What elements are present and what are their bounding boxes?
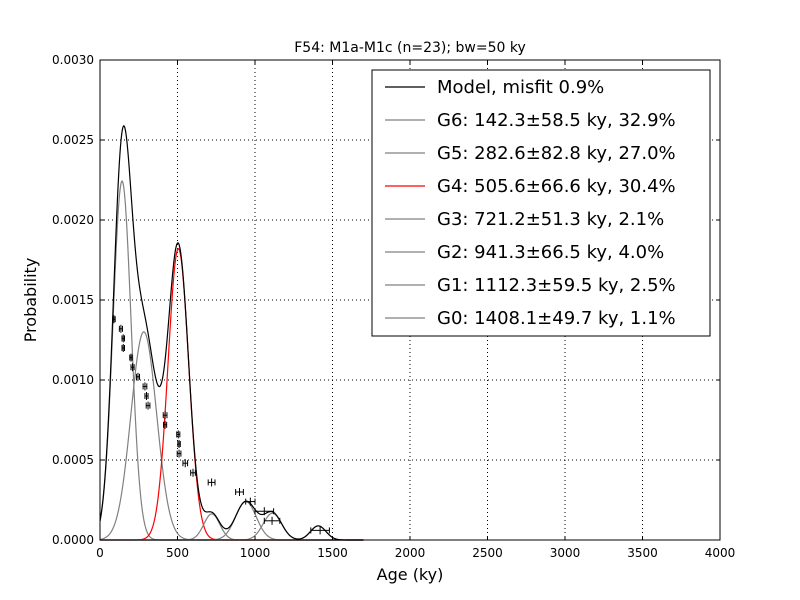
- legend-entry: G1: 1112.3±59.5 ky, 2.5%: [385, 275, 676, 296]
- y-tick-label: 0.0020: [52, 213, 94, 227]
- sample-point: [145, 401, 151, 410]
- axis-ticks: 0 500 1000 1500 2000 2500 3000 3500 4000 0.0000 0.…: [52, 53, 735, 560]
- sample-point: [182, 459, 189, 468]
- x-tick-label: 1000: [240, 546, 271, 560]
- sample-point: [176, 449, 182, 458]
- legend-label: G2: 941.3±66.5 ky, 4.0%: [437, 242, 664, 263]
- y-tick-label: 0.0025: [52, 133, 94, 147]
- sample-point: [112, 315, 116, 324]
- legend-label: G3: 721.2±51.3 ky, 2.1%: [437, 209, 664, 230]
- component-curve: [100, 525, 364, 541]
- x-tick-label: 3500: [627, 546, 658, 560]
- legend-label: G4: 505.6±66.6 ky, 30.4%: [437, 176, 676, 197]
- chart-title: F54: M1a-M1c (n=23); bw=50 ky: [294, 40, 526, 56]
- sample-point: [130, 363, 135, 372]
- legend-entry: G2: 941.3±66.5 ky, 4.0%: [385, 242, 664, 263]
- sample-point: [144, 392, 149, 400]
- legend-entry: G3: 721.2±51.3 ky, 2.1%: [385, 209, 664, 230]
- sample-point: [118, 324, 123, 333]
- y-tick-label: 0.0000: [52, 533, 94, 547]
- sample-point: [163, 420, 168, 429]
- curves: [99, 125, 364, 541]
- sample-markers: [112, 315, 330, 535]
- sample-point: [235, 488, 244, 496]
- component-curve: [100, 248, 364, 541]
- sample-point: [121, 334, 125, 343]
- x-tick-label: 2500: [472, 546, 503, 560]
- y-tick-label: 0.0010: [52, 373, 94, 387]
- x-tick-label: 0: [96, 546, 104, 560]
- x-axis-title: Age (ky): [377, 565, 444, 584]
- component-curve: [100, 513, 364, 541]
- legend: Model, misfit 0.9% G6: 142.3±58.5 ky, 32.…: [371, 69, 711, 337]
- legend-entry: G4: 505.6±66.6 ky, 30.4%: [385, 176, 676, 197]
- sample-point: [177, 440, 181, 448]
- x-tick-label: 1500: [317, 546, 348, 560]
- sample-point: [142, 382, 148, 391]
- component-curve: [100, 501, 364, 541]
- y-axis-title: Probability: [21, 258, 40, 343]
- x-tick-label: 500: [166, 546, 189, 560]
- sample-point: [207, 478, 216, 487]
- sample-point: [162, 411, 168, 420]
- legend-label: G6: 142.3±58.5 ky, 32.9%: [437, 110, 676, 131]
- y-tick-label: 0.0030: [52, 53, 94, 67]
- sample-point: [135, 372, 141, 381]
- component-curve: [99, 180, 364, 541]
- x-tick-label: 2000: [395, 546, 426, 560]
- legend-entry: G5: 282.6±82.8 ky, 27.0%: [385, 143, 676, 164]
- sample-point: [121, 344, 125, 352]
- component-curve: [99, 331, 364, 541]
- legend-entry: G0: 1408.1±49.7 ky, 1.1%: [385, 308, 676, 329]
- legend-label: G1: 1112.3±59.5 ky, 2.5%: [437, 275, 676, 296]
- sample-point: [245, 497, 256, 506]
- legend-box: [371, 69, 711, 337]
- legend-label: Model, misfit 0.9%: [437, 77, 604, 98]
- sample-point: [263, 516, 281, 525]
- y-tick-label: 0.0015: [52, 293, 94, 307]
- sample-point: [254, 507, 275, 516]
- sample-point: [129, 353, 133, 362]
- component-curve: [100, 512, 364, 541]
- sample-point: [176, 430, 181, 439]
- sample-point: [190, 468, 196, 477]
- x-tick-label: 3000: [550, 546, 581, 560]
- model-curve: [99, 125, 364, 541]
- x-tick-label: 4000: [705, 546, 736, 560]
- legend-entry: Model, misfit 0.9%: [385, 77, 604, 98]
- y-tick-label: 0.0005: [52, 453, 94, 467]
- legend-label: G0: 1408.1±49.7 ky, 1.1%: [437, 308, 676, 329]
- sample-point: [310, 526, 330, 535]
- legend-entry: G6: 142.3±58.5 ky, 32.9%: [385, 110, 676, 131]
- legend-label: G5: 282.6±82.8 ky, 27.0%: [437, 143, 676, 164]
